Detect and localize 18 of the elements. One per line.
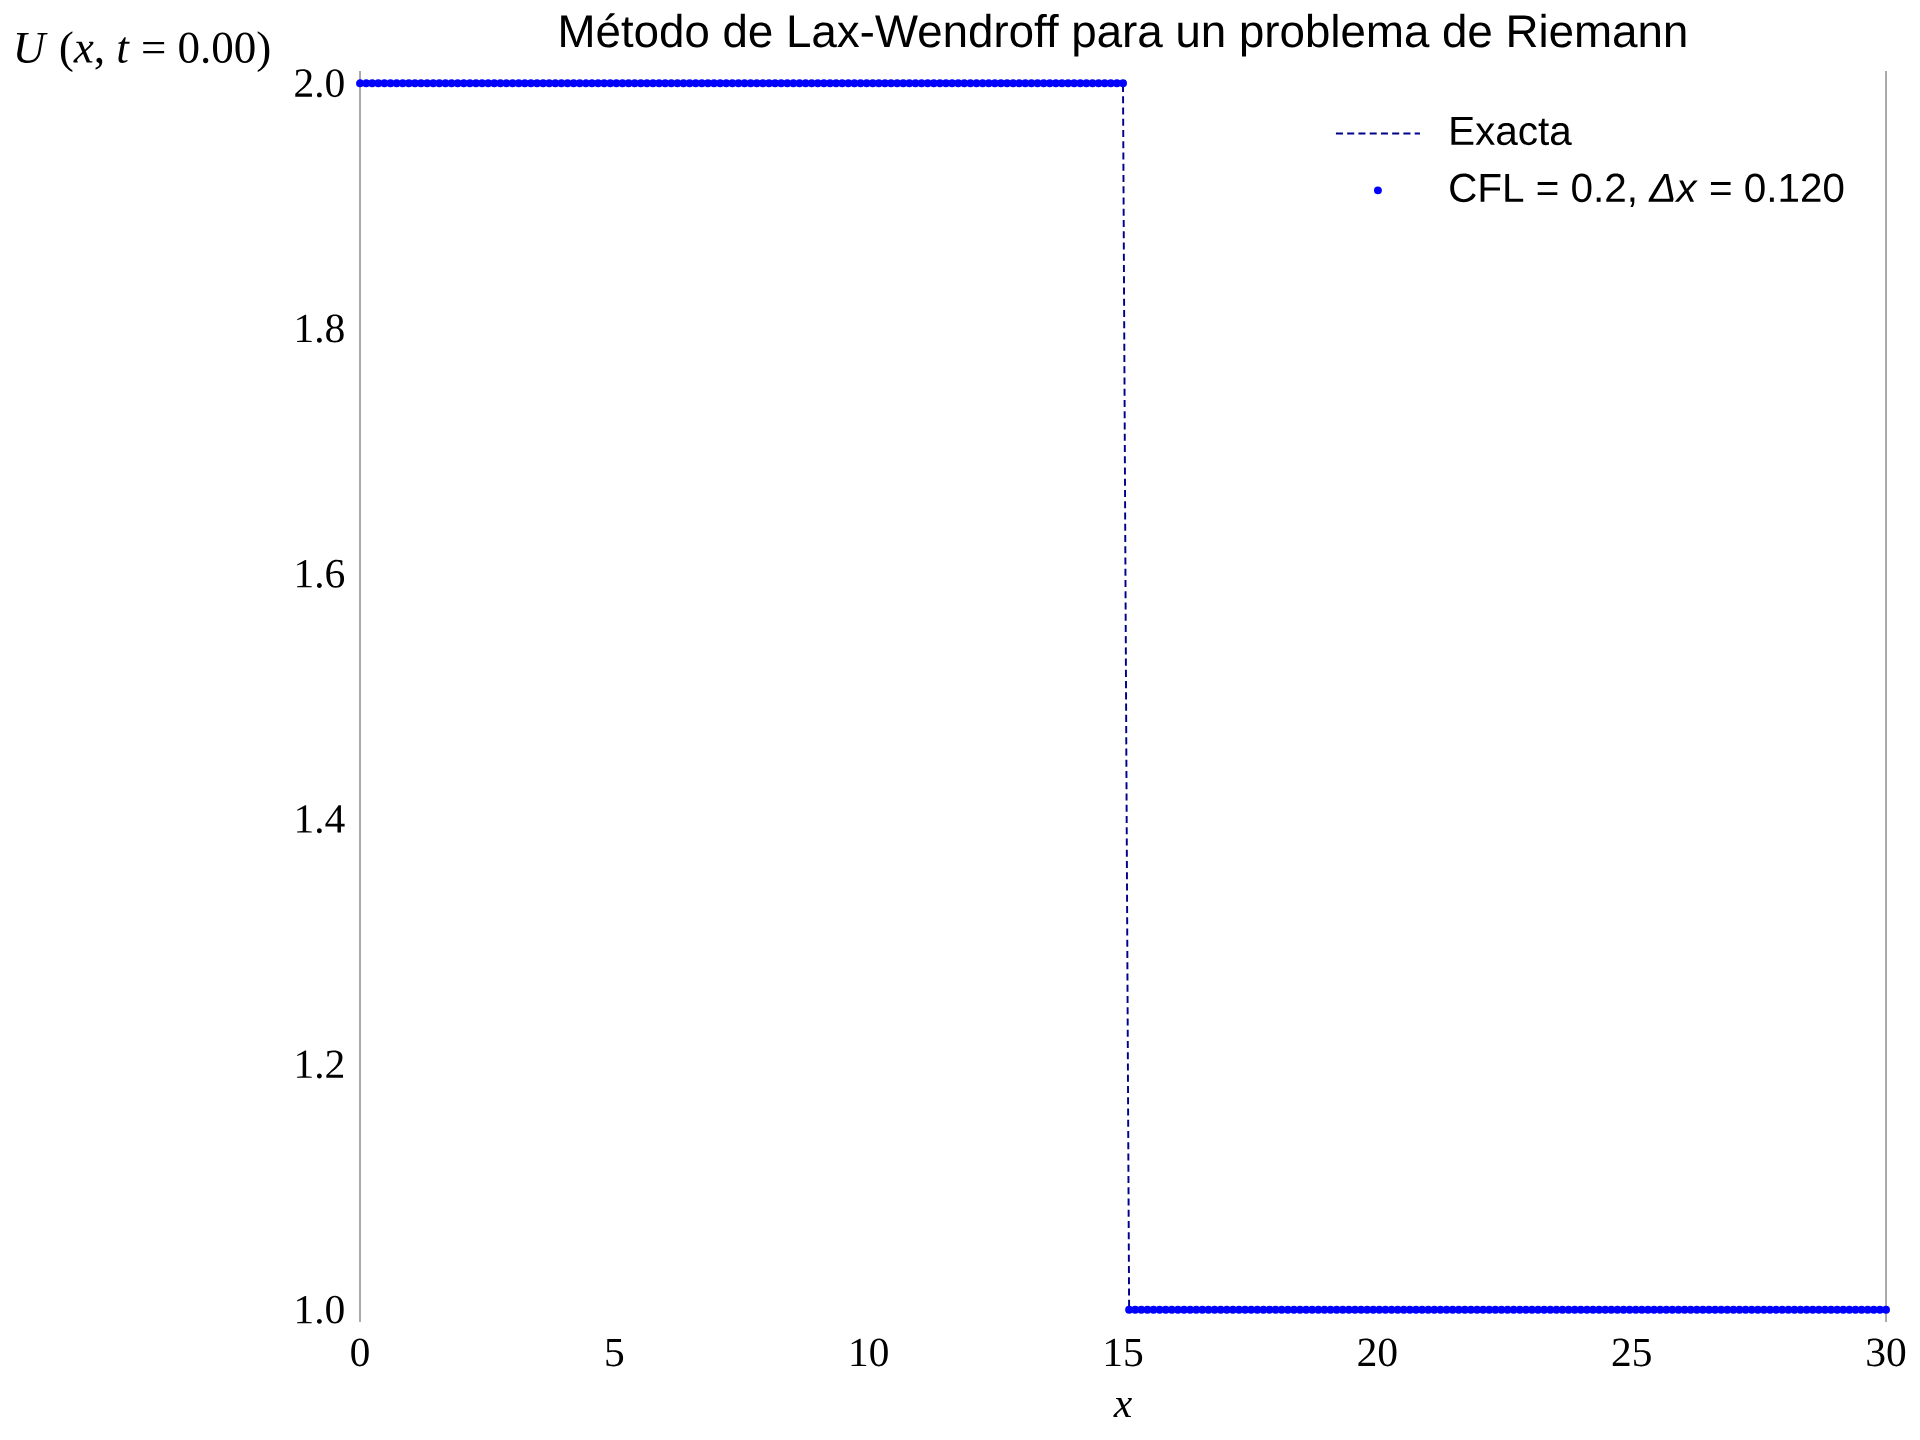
y-tick-label: 1.4 [297, 805, 345, 834]
y-tick-label: 1.0 [297, 1295, 344, 1324]
y-axis-title: U (x, t = 0.00) [16, 31, 270, 73]
x-tick-label: 15 [1105, 1338, 1143, 1367]
legend-label: Exacta [1451, 117, 1572, 146]
y-tick-label: 1.8 [297, 314, 344, 343]
y-tick-label: 1.2 [297, 1050, 344, 1079]
x-tick-label: 10 [851, 1338, 888, 1367]
x-tick-label: 20 [1358, 1338, 1397, 1367]
x-tick-label: 0 [351, 1338, 369, 1367]
legend-label: CFL = 0.2, Δx = 0.120 [1450, 173, 1844, 208]
x-tick-label: 25 [1612, 1338, 1651, 1367]
x-tick-label: 30 [1867, 1338, 1906, 1367]
y-tick-label: 1.6 [297, 559, 345, 588]
chart-title: Método de Lax-Wendroff para un problema de Riemann [561, 13, 1686, 57]
y-tick-label: 2.0 [295, 69, 344, 98]
x-axis-title: x [1113, 1397, 1132, 1417]
x-tick-label: 5 [606, 1338, 624, 1367]
